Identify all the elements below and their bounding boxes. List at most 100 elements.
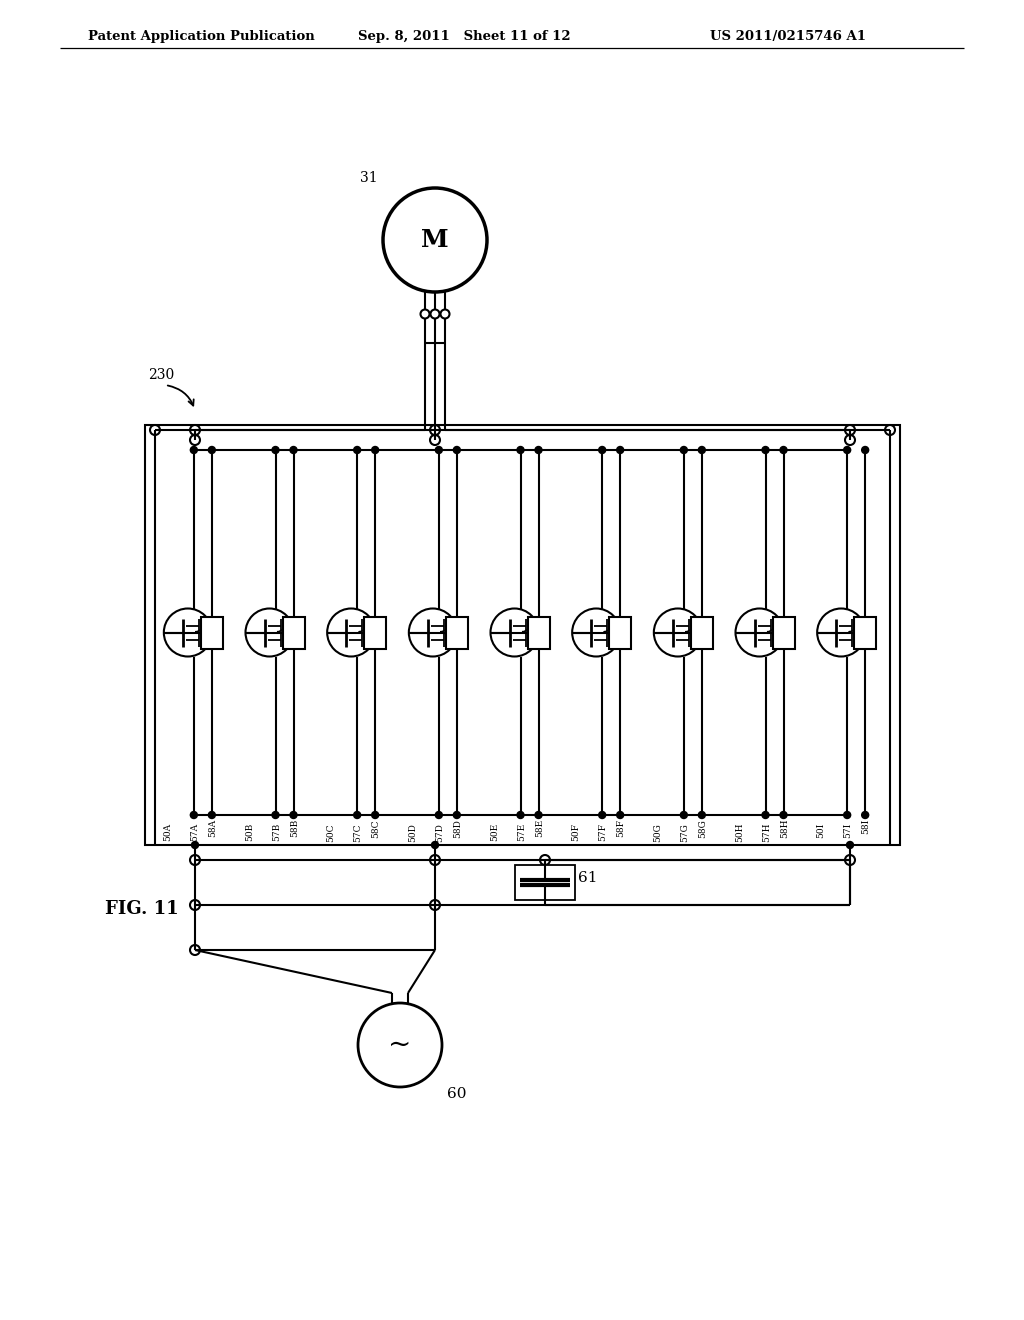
Circle shape: [164, 609, 212, 656]
Text: 58D: 58D: [454, 818, 462, 838]
Circle shape: [535, 812, 542, 818]
Circle shape: [698, 446, 706, 454]
Circle shape: [844, 812, 851, 818]
Circle shape: [353, 446, 360, 454]
Text: 57F: 57F: [599, 822, 607, 841]
Circle shape: [440, 309, 450, 318]
Text: 50G: 50G: [653, 822, 663, 842]
Text: 57I: 57I: [844, 822, 853, 838]
Bar: [635, 440, 890, 830]
Bar: [515, 865, 575, 900]
Circle shape: [762, 446, 769, 454]
Circle shape: [844, 446, 851, 454]
Bar: [283, 616, 304, 648]
Text: 50E: 50E: [490, 822, 499, 841]
Circle shape: [190, 436, 200, 445]
Circle shape: [517, 812, 524, 818]
Circle shape: [817, 609, 865, 656]
Bar: [854, 616, 877, 648]
Circle shape: [353, 812, 360, 818]
Text: 31: 31: [360, 172, 378, 185]
Text: 50B: 50B: [245, 822, 254, 841]
Bar: [527, 616, 550, 648]
Circle shape: [208, 446, 215, 454]
Bar: [365, 616, 386, 648]
Circle shape: [845, 425, 855, 436]
Text: 57C: 57C: [353, 822, 362, 842]
Text: 50F: 50F: [571, 822, 581, 841]
Circle shape: [735, 609, 783, 656]
Circle shape: [654, 609, 701, 656]
Circle shape: [517, 446, 524, 454]
Circle shape: [190, 812, 198, 818]
Circle shape: [191, 842, 199, 849]
Circle shape: [780, 812, 787, 818]
Circle shape: [409, 609, 457, 656]
Circle shape: [430, 900, 440, 909]
Circle shape: [572, 609, 621, 656]
Circle shape: [845, 436, 855, 445]
Circle shape: [845, 855, 855, 865]
Circle shape: [885, 425, 895, 436]
Circle shape: [383, 187, 487, 292]
Circle shape: [190, 446, 198, 454]
Circle shape: [847, 842, 853, 849]
Text: Patent Application Publication: Patent Application Publication: [88, 30, 314, 44]
Text: ~: ~: [388, 1031, 412, 1059]
Text: 58H: 58H: [780, 818, 790, 838]
Circle shape: [150, 425, 160, 436]
Circle shape: [454, 812, 461, 818]
Circle shape: [430, 855, 440, 865]
Circle shape: [421, 309, 429, 318]
Circle shape: [454, 446, 461, 454]
Bar: [155, 440, 395, 830]
Text: 60: 60: [447, 1086, 467, 1101]
Text: 58C: 58C: [372, 818, 381, 837]
Text: 50I: 50I: [817, 822, 825, 838]
Circle shape: [762, 812, 769, 818]
Circle shape: [190, 900, 200, 909]
Circle shape: [430, 425, 440, 436]
Text: 57H: 57H: [762, 822, 771, 842]
Bar: [772, 616, 795, 648]
Circle shape: [272, 446, 279, 454]
Circle shape: [616, 812, 624, 818]
Circle shape: [616, 446, 624, 454]
Circle shape: [327, 609, 375, 656]
Circle shape: [535, 446, 542, 454]
Bar: [691, 616, 713, 648]
Circle shape: [861, 446, 868, 454]
Circle shape: [680, 812, 687, 818]
Text: 50A: 50A: [164, 822, 172, 841]
Text: 58B: 58B: [290, 818, 299, 837]
Circle shape: [430, 436, 440, 445]
Text: 230: 230: [148, 368, 174, 381]
Text: 57B: 57B: [272, 822, 281, 841]
Text: 58G: 58G: [698, 818, 708, 838]
Text: M: M: [421, 228, 449, 252]
Circle shape: [599, 812, 605, 818]
Text: 58F: 58F: [616, 818, 626, 837]
Text: 50D: 50D: [409, 822, 418, 842]
Circle shape: [430, 309, 439, 318]
Circle shape: [358, 1003, 442, 1086]
Circle shape: [190, 945, 200, 954]
Text: FIG. 11: FIG. 11: [105, 900, 178, 917]
Circle shape: [780, 446, 787, 454]
Circle shape: [490, 609, 539, 656]
Circle shape: [272, 812, 279, 818]
Text: 57A: 57A: [190, 822, 200, 841]
Circle shape: [698, 812, 706, 818]
Bar: [445, 616, 468, 648]
Bar: [609, 616, 631, 648]
Text: 58E: 58E: [535, 818, 544, 837]
Bar: [145, 425, 900, 845]
Circle shape: [861, 812, 868, 818]
Text: 57D: 57D: [435, 822, 444, 842]
Text: 50C: 50C: [327, 822, 336, 842]
Text: Sep. 8, 2011   Sheet 11 of 12: Sep. 8, 2011 Sheet 11 of 12: [358, 30, 570, 44]
Text: US 2011/0215746 A1: US 2011/0215746 A1: [710, 30, 866, 44]
Circle shape: [190, 855, 200, 865]
Circle shape: [435, 812, 442, 818]
Circle shape: [431, 842, 438, 849]
